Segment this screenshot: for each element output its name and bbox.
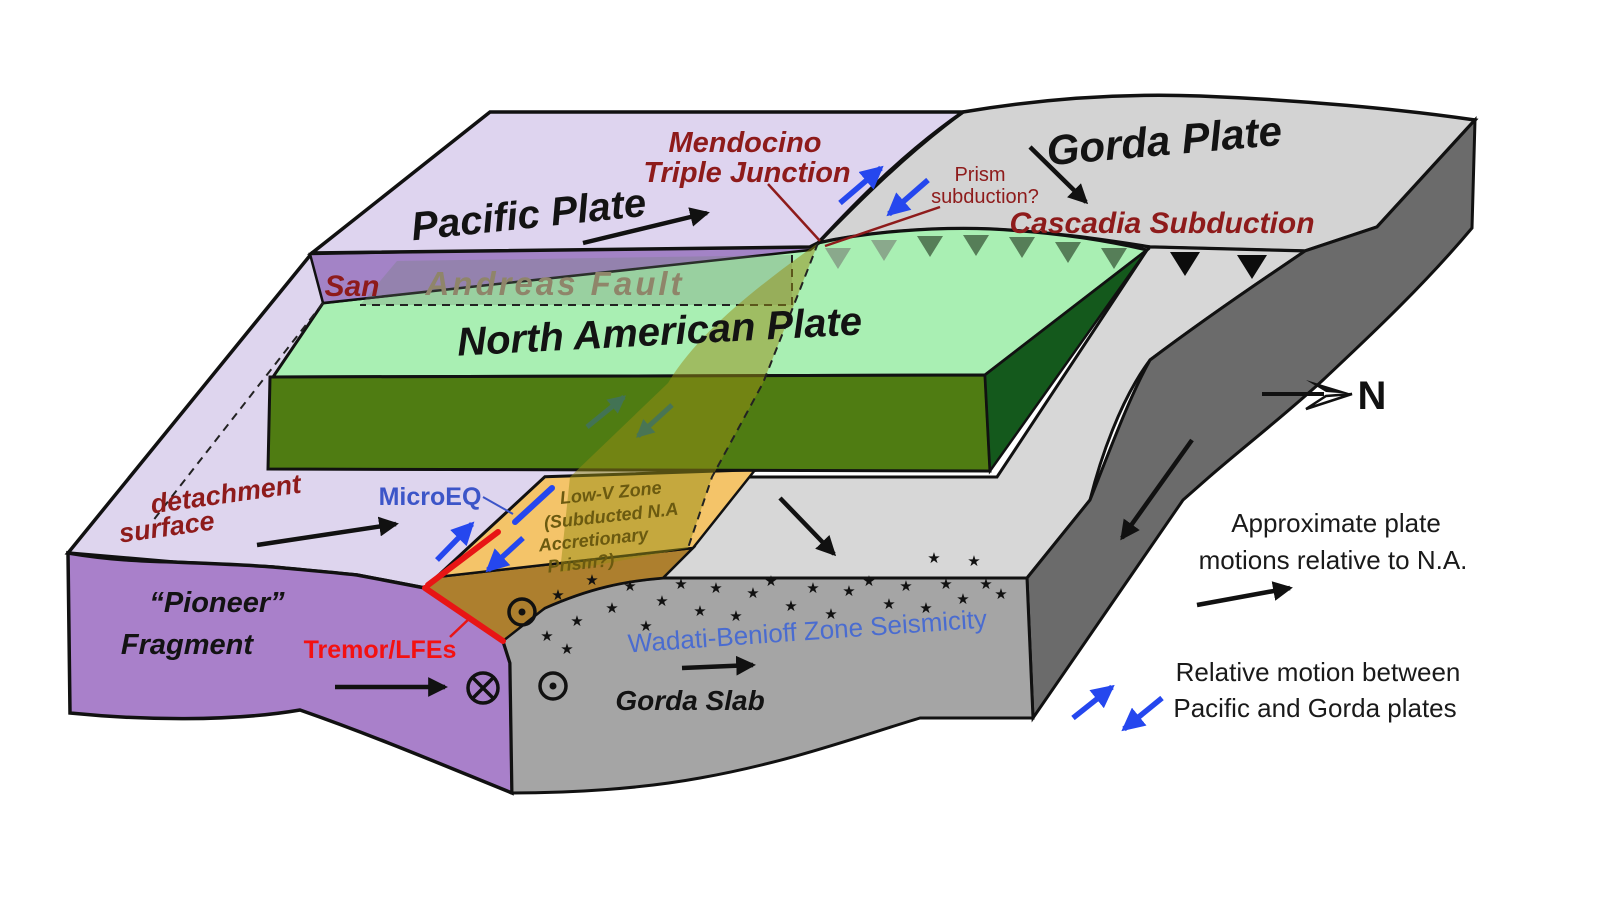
fault-blue-arrow-up [435,521,475,562]
subduction-tooth-icon [871,240,897,261]
subduction-tooth-icon [1170,252,1200,276]
seismicity-star-icon: ★ [605,600,618,617]
pioneer-label-line1: “Pioneer” [149,587,285,619]
fault-band-dashed-edge [687,242,819,549]
seismicity-star-icon: ★ [784,598,797,615]
seismicity-star-icon: ★ [655,593,668,610]
pacific-motion-arrow [582,207,710,246]
cascadia-subduction-label: Cascadia Subduction [1009,207,1314,240]
terrace-dashed-fault-trace [151,302,324,523]
fault-slip-arrow-down [636,403,674,438]
seismicity-stars: ★★★★★★★★★★★★★★★★★★★★★★★★★★★★ ★ [540,550,1007,658]
motion-into-page-icon [538,671,568,701]
seismicity-star-icon: ★ [746,585,759,602]
mendocino-label-line2: Triple Junction [643,157,850,189]
legend-motion-arrow [1196,581,1293,608]
seismicity-star-icon: ★ [842,583,855,600]
fault-blue-arrow-down [485,535,525,573]
seismicity-star-icon: ★ [709,580,722,597]
north-american-plate-side-wedge [983,249,1149,475]
mendocino-label-line1: Mendocino [668,127,821,159]
relative-motion-label-line2: Pacific and Gorda plates [1173,693,1456,723]
junction-blue-arrow-up [838,165,884,206]
micro-eq-label: MicroEQ [379,483,482,511]
legend-blue-arrow-down [1121,695,1164,732]
gorda-motion-arrow [1028,145,1089,205]
prism-subduction-leader [824,205,941,248]
gorda-slab-label: Gorda Slab [615,685,764,716]
san-label: San [324,270,379,303]
seismicity-star-icon: ★ [967,553,980,570]
seismicity-star-icon: ★ [639,618,652,635]
seismicity-star-icon: ★ [540,628,553,645]
micro-eq-line [512,485,555,525]
pioneer-label-line2: Fragment [121,629,254,661]
seismicity-star-icon: ★ [919,600,932,617]
seismicity-star-icon: ★ [674,576,687,593]
seismicity-star-icon: ★ [560,641,573,658]
triple-junction-leader [767,183,821,242]
seismicity-star-icon: ★ [693,603,706,620]
andreas-fault-label: Andreas Fault [424,265,684,302]
legend-blue-arrow-up [1071,684,1115,721]
junction-blue-arrow-down [886,177,930,217]
edge-face-arrow [1120,438,1194,541]
seismicity-star-icon: ★ [806,580,819,597]
relative-motion-label-line1: Relative motion between [1176,657,1461,687]
subduction-tooth-icon [1055,242,1081,263]
tremor-leader [449,616,472,638]
seismicity-star-icon: ★ [585,572,598,589]
subduction-tooth-icon [963,235,989,256]
san-andreas-shaded-zone [360,255,792,305]
seismicity-star-icon: ★ [862,573,875,590]
subduction-tooth-icon [1101,248,1127,269]
subduction-tooth-icon [1237,255,1267,279]
north-arrow [1262,380,1353,411]
seismicity-star-icon: ★ [899,578,912,595]
motion-into-page-icon [507,597,537,627]
seismicity-star-icon: ★ [882,596,895,613]
seismicity-star-icon: ★ [927,550,940,567]
seismicity-star-icon: ★ [729,608,742,625]
san-andreas-fault-band [560,243,818,572]
slab-descent-arrow [778,496,837,557]
tremor-lfe-line-lower [422,585,506,644]
subduction-tooth-icon [917,236,943,257]
subduction-tooth-icon [1009,237,1035,258]
seismicity-star-icon: ★ [979,576,992,593]
motion-out-of-page-icon [466,671,500,705]
seismicity-star-icon: ★ [623,578,636,595]
seismicity-star-icon: ★ [956,591,969,608]
approx-motion-label-line2: motions relative to N.A. [1199,545,1468,575]
gorda-slab-arrow [681,655,756,676]
prism-subduction-label-line1: Prism [954,164,1005,186]
micro-eq-leader [482,496,514,515]
seismicity-star-icon: ★ [824,606,837,623]
approx-motion-label-line1: Approximate plate [1231,508,1441,538]
tremor-lfes-label: Tremor/LFEs [304,636,457,664]
prism-subduction-label-line2: subduction? [931,186,1039,208]
seismicity-star-icon: ★ [570,613,583,630]
fault-slip-arrow-up [585,395,627,429]
seismicity-star-icon: ★ [551,587,564,604]
detachment-arrow [256,516,399,548]
seismicity-star-icon: ★ [764,573,777,590]
subduction-teeth [825,235,1267,279]
north-label: N [1358,374,1387,418]
seismicity-star-icon: ★ [939,576,952,593]
seismicity-star-icon: ★ [994,586,1007,603]
tremor-lfe-line-upper [425,529,501,588]
subduction-tooth-icon [825,248,851,269]
